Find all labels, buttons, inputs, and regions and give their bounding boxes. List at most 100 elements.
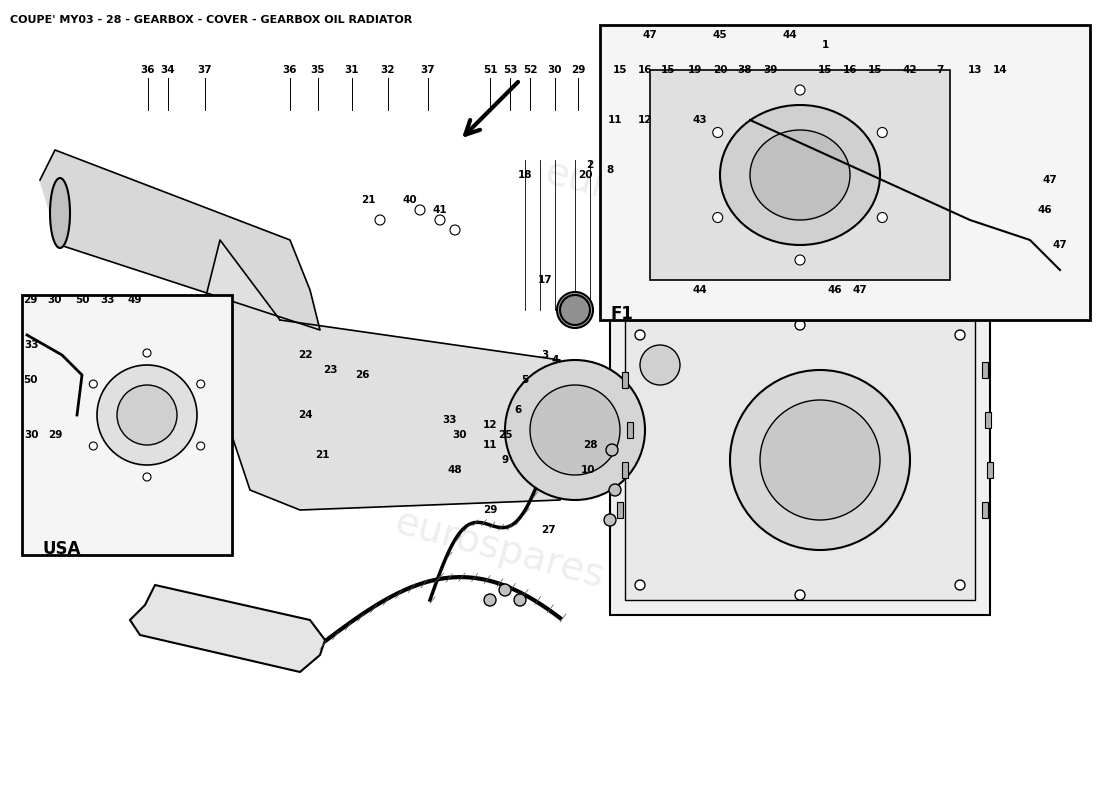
Bar: [22, 295, 232, 555]
Text: 37: 37: [198, 65, 212, 75]
Bar: [627, 422, 632, 438]
Circle shape: [795, 85, 805, 95]
Text: 29: 29: [571, 65, 585, 75]
Text: 11: 11: [483, 440, 497, 450]
Text: 50: 50: [23, 375, 37, 385]
Text: 5: 5: [521, 375, 529, 385]
Circle shape: [606, 444, 618, 456]
Circle shape: [143, 473, 151, 481]
Circle shape: [514, 594, 526, 606]
Polygon shape: [40, 150, 320, 330]
Text: 12: 12: [483, 420, 497, 430]
Text: 14: 14: [992, 65, 1008, 75]
Circle shape: [635, 330, 645, 340]
Text: 3: 3: [541, 350, 549, 360]
Text: 35: 35: [310, 65, 326, 75]
Text: 29: 29: [23, 295, 37, 305]
Circle shape: [640, 345, 680, 385]
Text: F1: F1: [610, 305, 632, 323]
Text: 28: 28: [583, 440, 597, 450]
Circle shape: [713, 127, 723, 138]
Text: 8: 8: [606, 165, 614, 175]
Text: 20: 20: [713, 65, 727, 75]
Ellipse shape: [50, 178, 70, 248]
Text: 46: 46: [827, 285, 843, 295]
Text: 15: 15: [817, 65, 833, 75]
Text: 12: 12: [638, 115, 652, 125]
Text: 33: 33: [101, 295, 116, 305]
Text: 27: 27: [541, 525, 556, 535]
Text: 30: 30: [548, 65, 562, 75]
Text: 39: 39: [762, 65, 778, 75]
Text: 32: 32: [381, 65, 395, 75]
Circle shape: [143, 349, 151, 357]
Circle shape: [565, 300, 585, 320]
Bar: [621, 372, 628, 388]
Polygon shape: [130, 585, 324, 672]
Circle shape: [499, 584, 512, 596]
Text: 36: 36: [283, 65, 297, 75]
Text: 48: 48: [448, 465, 462, 475]
Circle shape: [878, 213, 888, 222]
Text: 37: 37: [420, 65, 436, 75]
Text: 2: 2: [586, 160, 594, 170]
Text: 22: 22: [298, 350, 312, 360]
Text: 31: 31: [344, 65, 360, 75]
Text: 47: 47: [642, 30, 658, 40]
Text: 9: 9: [502, 455, 508, 465]
Circle shape: [560, 295, 590, 325]
Text: 30: 30: [47, 295, 63, 305]
Circle shape: [955, 580, 965, 590]
Text: eurospares: eurospares: [390, 504, 609, 596]
Text: 10: 10: [581, 465, 595, 475]
Text: 38: 38: [738, 65, 752, 75]
Circle shape: [415, 205, 425, 215]
Text: 11: 11: [607, 115, 623, 125]
Bar: [650, 70, 950, 280]
Text: 36: 36: [141, 65, 155, 75]
Text: 52: 52: [522, 65, 537, 75]
Bar: [984, 412, 991, 428]
Text: 21: 21: [315, 450, 329, 460]
Text: 26: 26: [354, 370, 370, 380]
Text: 46: 46: [1037, 205, 1053, 215]
Circle shape: [795, 255, 805, 265]
Text: 24: 24: [298, 410, 312, 420]
Text: 42: 42: [903, 65, 917, 75]
Bar: [617, 502, 623, 518]
Text: 50: 50: [75, 295, 89, 305]
Text: 33: 33: [24, 340, 40, 350]
Text: 30: 30: [453, 430, 468, 440]
Circle shape: [760, 400, 880, 520]
Circle shape: [117, 385, 177, 445]
Bar: [610, 305, 990, 615]
Circle shape: [730, 370, 910, 550]
Text: 20: 20: [578, 170, 592, 180]
Text: 43: 43: [693, 115, 707, 125]
Text: 33: 33: [442, 415, 458, 425]
Text: 30: 30: [24, 430, 40, 440]
Circle shape: [97, 365, 197, 465]
Text: 41: 41: [432, 205, 448, 215]
Bar: [982, 502, 988, 518]
Bar: [600, 25, 1090, 320]
Text: 40: 40: [403, 195, 417, 205]
Circle shape: [530, 385, 620, 475]
Bar: [982, 362, 988, 378]
Circle shape: [484, 594, 496, 606]
Text: USA: USA: [42, 540, 80, 558]
Text: 44: 44: [693, 285, 707, 295]
Text: 16: 16: [843, 65, 857, 75]
Circle shape: [604, 514, 616, 526]
Text: 49: 49: [128, 295, 142, 305]
Bar: [987, 462, 993, 478]
Text: 16: 16: [638, 65, 652, 75]
Text: eurospares: eurospares: [541, 154, 759, 246]
Text: 21: 21: [361, 195, 375, 205]
Text: 15: 15: [868, 65, 882, 75]
Text: 25: 25: [497, 430, 513, 440]
Text: 47: 47: [1043, 175, 1057, 185]
Circle shape: [609, 484, 622, 496]
Circle shape: [197, 442, 205, 450]
Circle shape: [89, 380, 97, 388]
